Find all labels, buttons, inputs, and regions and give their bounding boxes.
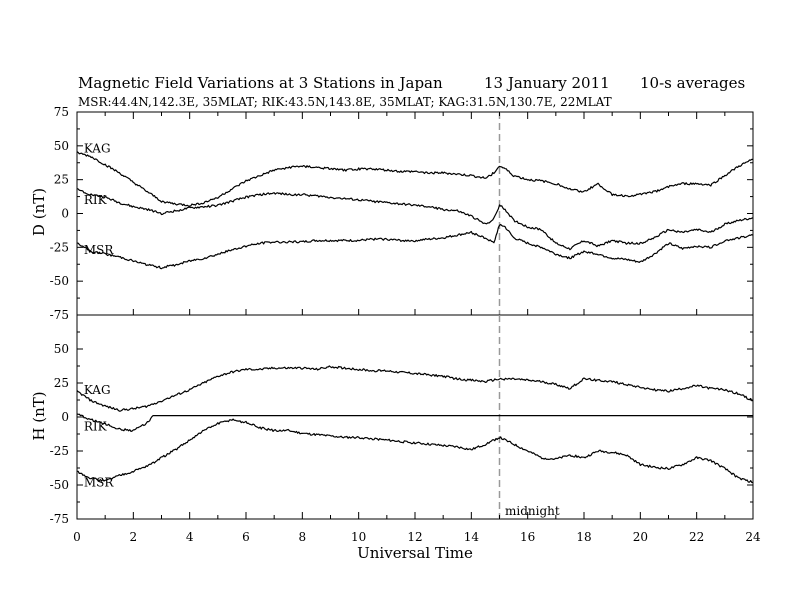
d-panel-ylabel: D (nT) (30, 188, 48, 236)
x-tick-label: 4 (186, 530, 194, 544)
x-tick-label: 20 (633, 530, 648, 544)
chart-title: Magnetic Field Variations at 3 Stations … (78, 74, 443, 92)
d-ytick-label: 75 (54, 105, 69, 119)
x-axis-label: Universal Time (357, 544, 473, 562)
d-ytick-label: -50 (50, 274, 69, 288)
chart-date: 13 January 2011 (484, 74, 610, 92)
h-series-rik (76, 413, 753, 432)
h-series-label-rik: RIK (84, 420, 108, 434)
x-tick-label: 24 (745, 530, 761, 544)
x-tick-label: 18 (576, 530, 591, 544)
h-series-kag (76, 365, 753, 412)
h-panel-ylabel: H (nT) (30, 391, 48, 440)
h-ytick-label: 25 (54, 376, 69, 390)
h-series-label-msr: MSR (84, 475, 115, 489)
d-ytick-label: 0 (61, 207, 69, 221)
x-tick-label: 0 (73, 530, 81, 544)
d-series-rik (76, 187, 754, 251)
h-ytick-label: 0 (61, 410, 69, 424)
x-tick-label: 22 (689, 530, 704, 544)
d-series-label-msr: MSR (84, 243, 115, 257)
x-tick-label: 10 (351, 530, 366, 544)
x-tick-label: 6 (242, 530, 250, 544)
d-ytick-label: 50 (54, 139, 69, 153)
midnight-annotation: midnight (505, 504, 560, 518)
d-series-msr (76, 223, 754, 270)
d-series-label-rik: RIK (84, 193, 108, 207)
h-series-msr (76, 418, 754, 484)
d-ytick-label: -75 (50, 308, 69, 322)
d-ytick-label: -25 (50, 240, 69, 254)
x-tick-label: 16 (520, 530, 535, 544)
h-panel-frame (76, 314, 754, 520)
x-tick-label: 14 (464, 530, 480, 544)
station-coordinates: MSR:44.4N,142.3E, 35MLAT; RIK:43.5N,143.… (78, 95, 612, 109)
d-series-kag (76, 151, 754, 207)
d-ytick-label: 25 (54, 173, 69, 187)
d-panel-frame (76, 111, 754, 316)
d-series-label-kag: KAG (84, 142, 111, 156)
h-ytick-label: -25 (50, 444, 69, 458)
x-tick-label: 8 (299, 530, 307, 544)
h-panel: 50 25 0 -25 -50 -75 KAG RIK MSR (50, 314, 754, 526)
x-tick-label: 2 (130, 530, 138, 544)
x-axis: 0 2 4 6 8 10 12 14 16 18 20 22 24 (73, 112, 761, 544)
h-ytick-label: 50 (54, 342, 69, 356)
d-panel: 75 50 25 0 -25 -50 -75 KAG RIK MSR (50, 105, 754, 322)
chart-averaging: 10-s averages (640, 74, 745, 92)
h-ytick-label: -50 (50, 478, 69, 492)
h-ytick-label: -75 (50, 512, 69, 526)
x-tick-label: 12 (407, 530, 422, 544)
h-series-label-kag: KAG (84, 383, 111, 397)
